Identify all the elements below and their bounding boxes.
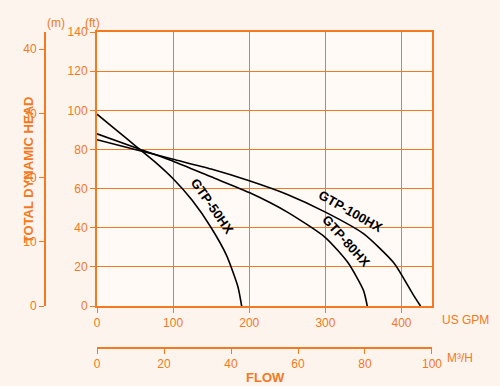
svg-text:GTP-50HX: GTP-50HX bbox=[188, 176, 237, 237]
svg-text:60: 60 bbox=[74, 182, 88, 196]
svg-text:20: 20 bbox=[74, 260, 88, 274]
svg-text:300: 300 bbox=[315, 316, 335, 330]
svg-text:20: 20 bbox=[23, 171, 37, 185]
svg-text:40: 40 bbox=[224, 357, 238, 371]
svg-text:(m): (m) bbox=[47, 16, 65, 30]
svg-text:400: 400 bbox=[392, 316, 412, 330]
svg-text:80: 80 bbox=[358, 357, 372, 371]
svg-text:US GPM: US GPM bbox=[442, 313, 489, 327]
svg-text:200: 200 bbox=[239, 316, 259, 330]
svg-text:GTP-80HX: GTP-80HX bbox=[319, 212, 373, 270]
svg-text:TOTAL DYNAMIC HEAD: TOTAL DYNAMIC HEAD bbox=[21, 97, 36, 244]
svg-text:0: 0 bbox=[30, 299, 37, 313]
svg-text:40: 40 bbox=[74, 221, 88, 235]
svg-text:0: 0 bbox=[94, 316, 101, 330]
svg-text:(ft): (ft) bbox=[85, 16, 100, 30]
svg-text:20: 20 bbox=[157, 357, 171, 371]
svg-text:30: 30 bbox=[23, 107, 37, 121]
svg-text:80: 80 bbox=[74, 143, 88, 157]
svg-text:10: 10 bbox=[23, 235, 37, 249]
svg-text:60: 60 bbox=[291, 357, 305, 371]
svg-text:100: 100 bbox=[422, 357, 442, 371]
svg-text:M³/H: M³/H bbox=[447, 351, 473, 365]
svg-text:100: 100 bbox=[68, 104, 88, 118]
svg-text:GTP-100HX: GTP-100HX bbox=[316, 187, 385, 235]
svg-text:140: 140 bbox=[68, 25, 88, 39]
svg-text:40: 40 bbox=[23, 42, 37, 56]
svg-text:0: 0 bbox=[94, 357, 101, 371]
svg-text:120: 120 bbox=[68, 64, 88, 78]
svg-text:0: 0 bbox=[81, 299, 88, 313]
svg-text:FLOW: FLOW bbox=[246, 370, 285, 385]
svg-text:100: 100 bbox=[163, 316, 183, 330]
